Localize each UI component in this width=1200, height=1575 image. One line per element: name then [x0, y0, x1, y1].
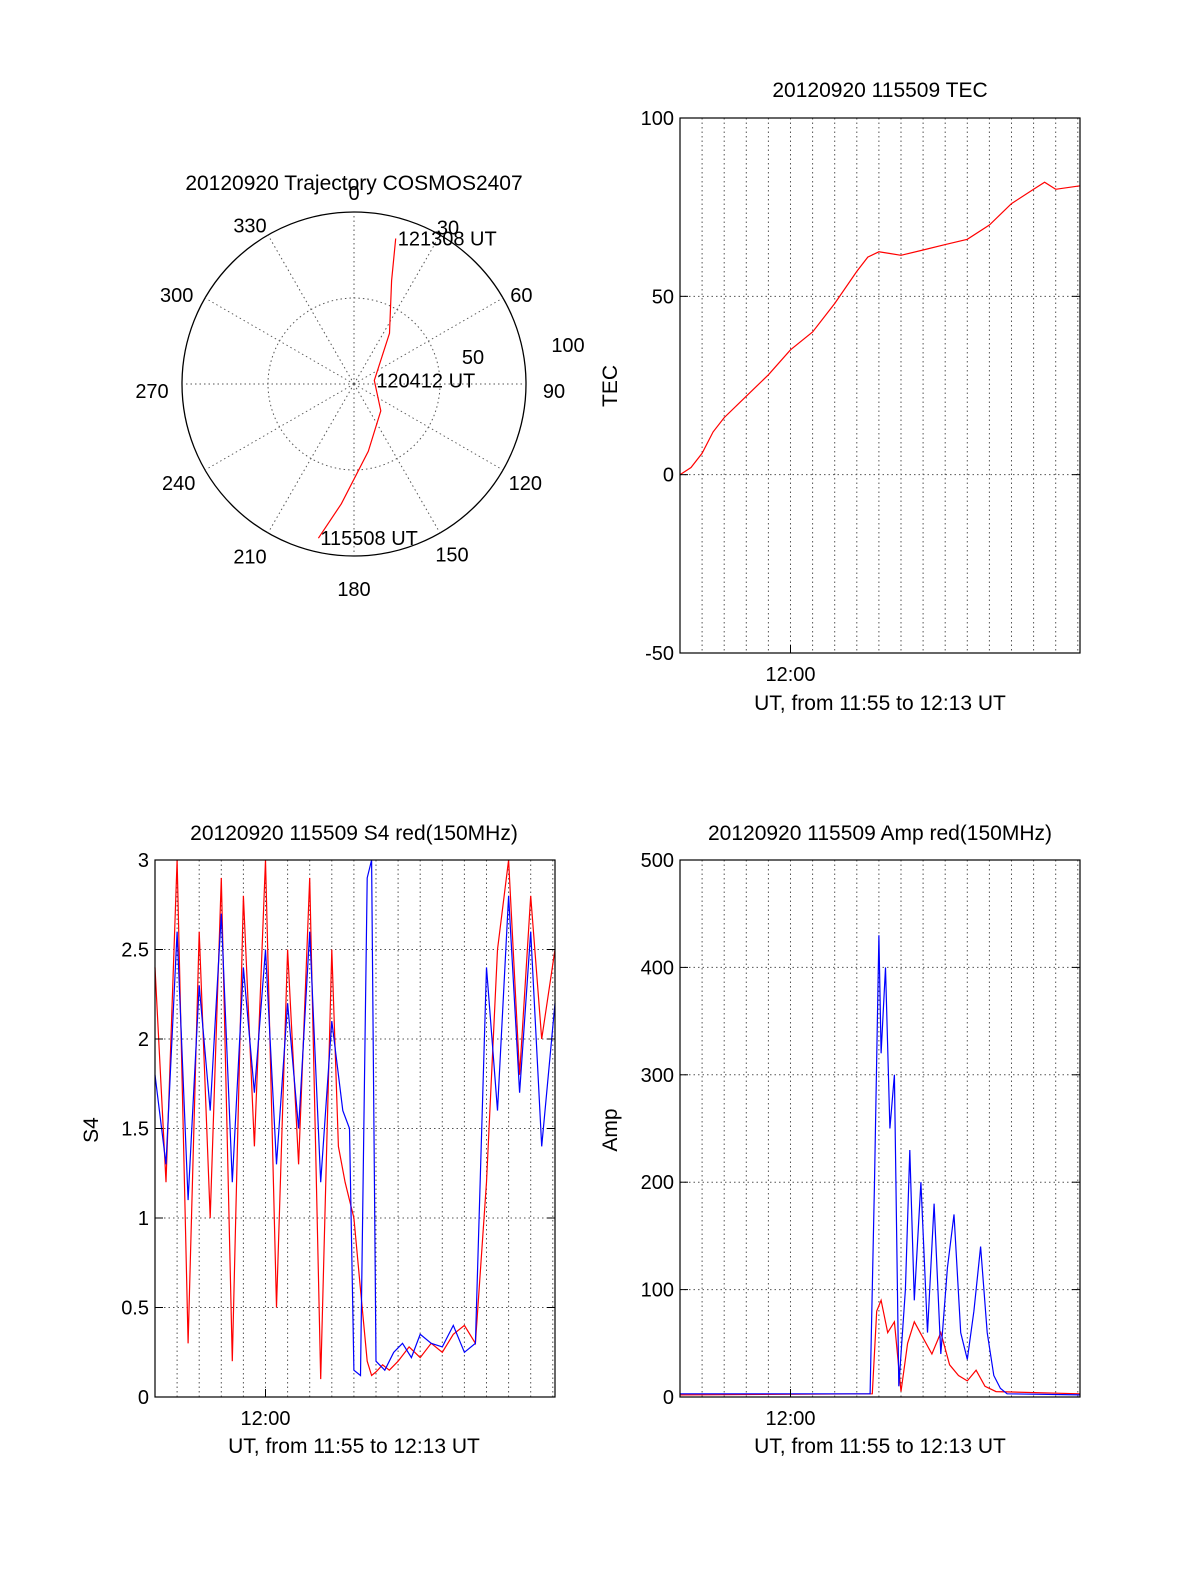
trajectory-grid — [181, 211, 527, 557]
angle-label: 120 — [509, 473, 542, 495]
s4-series-line-1 — [154, 859, 556, 1377]
trajectory-line — [317, 238, 397, 539]
tec-ylabel: TEC — [599, 365, 622, 407]
angle-label: 90 — [543, 381, 565, 403]
trajectory-annotations: 121308 UT 120412 UT 115508 UT — [320, 229, 496, 551]
tec-ytick-label: 0 — [663, 465, 674, 487]
tec-series-line-0 — [679, 181, 1081, 476]
tec-title: 20120920 115509 TEC — [772, 79, 987, 102]
angle-label: 300 — [160, 285, 193, 307]
trajectory-time-label: 121308 UT — [398, 229, 497, 251]
s4-title: 20120920 115509 S4 red(150MHz) — [190, 822, 518, 845]
polar-spoke — [353, 383, 504, 471]
tec-ytick-label: -50 — [645, 643, 674, 665]
polar-spoke — [267, 383, 355, 534]
radius-label: 100 — [551, 335, 584, 357]
trajectory-title: 20120920 Trajectory COSMOS2407 — [185, 172, 522, 195]
tec-series — [679, 181, 1081, 476]
amp-ylabel: Amp — [599, 1108, 622, 1151]
s4-y-ticks: 0 0.5 1 1.5 2 2.5 3 — [121, 850, 555, 1409]
angle-label: 30 — [437, 218, 459, 240]
polar-spoke — [204, 383, 355, 471]
amp-title: 20120920 115509 Amp red(150MHz) — [708, 822, 1052, 845]
amp-ytick-label: 400 — [641, 957, 674, 979]
angle-label: 270 — [135, 381, 168, 403]
polar-spoke — [353, 383, 441, 534]
amp-xtick-label: 12:00 — [765, 1408, 815, 1430]
amp-ytick-label: 500 — [641, 850, 674, 872]
amp-ytick-label: 200 — [641, 1172, 674, 1194]
amp-grid — [679, 859, 1080, 1398]
radius-label: 50 — [462, 347, 484, 369]
amp-y-ticks: 0 100 200 300 400 500 — [641, 850, 1080, 1409]
s4-ytick-label: 1 — [138, 1208, 149, 1230]
amp-ytick-label: 0 — [663, 1387, 674, 1409]
s4-series — [154, 859, 556, 1380]
tec-xtick-label: 12:00 — [765, 664, 815, 686]
trajectory-angle-labels: 0 30 60 90 120 150 180 210 240 270 300 330 — [135, 183, 565, 601]
tec-xlabel: UT, from 11:55 to 12:13 UT — [754, 692, 1006, 715]
amp-frame — [679, 859, 1081, 1398]
tec-ytick-label: 50 — [652, 286, 674, 308]
trajectory-time-label: 120412 UT — [376, 370, 475, 392]
angle-label: 180 — [337, 579, 370, 601]
amp-series-line-0 — [679, 1298, 1081, 1396]
angle-label: 60 — [510, 285, 532, 307]
amp-series-line-1 — [680, 935, 1081, 1396]
angle-label: 0 — [348, 183, 359, 205]
s4-ytick-label: 2 — [138, 1029, 149, 1051]
polar-spoke — [204, 297, 355, 385]
s4-ytick-label: 0 — [138, 1387, 149, 1409]
s4-xtick-label: 12:00 — [240, 1408, 290, 1430]
s4-ylabel: S4 — [80, 1117, 103, 1143]
s4-ytick-label: 1.5 — [121, 1119, 149, 1141]
amp-ytick-label: 100 — [641, 1280, 674, 1302]
amp-panel: 20120920 115509 Amp red(150MHz) 0 100 200 3… — [599, 822, 1081, 1458]
s4-panel: 20120920 115509 S4 red(150MHz) 0 0.5 1 1.5 2… — [80, 822, 556, 1458]
amp-series — [679, 935, 1081, 1396]
s4-series-line-0 — [154, 859, 556, 1380]
polar-spoke — [267, 234, 355, 385]
polar-spoke — [353, 234, 441, 385]
s4-x-ticks: 12:00 — [240, 1389, 291, 1430]
amp-ytick-label: 300 — [641, 1065, 674, 1087]
s4-ytick-label: 3 — [138, 850, 149, 872]
tec-x-ticks: 12:00 — [765, 645, 816, 686]
trajectory-panel: 20120920 Trajectory COSMOS2407 0 30 60 90 12… — [135, 172, 584, 601]
angle-label: 240 — [162, 473, 195, 495]
angle-label: 330 — [233, 216, 266, 238]
tec-panel: 20120920 115509 TEC -50 0 50 100 12:00 UT, … — [599, 79, 1081, 715]
s4-ytick-label: 0.5 — [121, 1298, 149, 1320]
tec-y-ticks: -50 0 50 100 — [641, 108, 1080, 665]
angle-label: 210 — [233, 546, 266, 568]
tec-frame — [679, 117, 1081, 654]
amp-xlabel: UT, from 11:55 to 12:13 UT — [754, 1435, 1006, 1458]
trajectory-time-label: 115508 UT — [320, 528, 417, 550]
s4-grid — [154, 859, 555, 1398]
polar-spoke — [353, 297, 504, 385]
s4-xlabel: UT, from 11:55 to 12:13 UT — [228, 1435, 480, 1458]
tec-ytick-label: 100 — [641, 108, 674, 130]
angle-label: 150 — [435, 544, 468, 566]
trajectory-radius-labels: 50 100 — [462, 335, 585, 369]
s4-ytick-label: 2.5 — [121, 940, 149, 962]
amp-x-ticks: 12:00 — [765, 1389, 816, 1430]
